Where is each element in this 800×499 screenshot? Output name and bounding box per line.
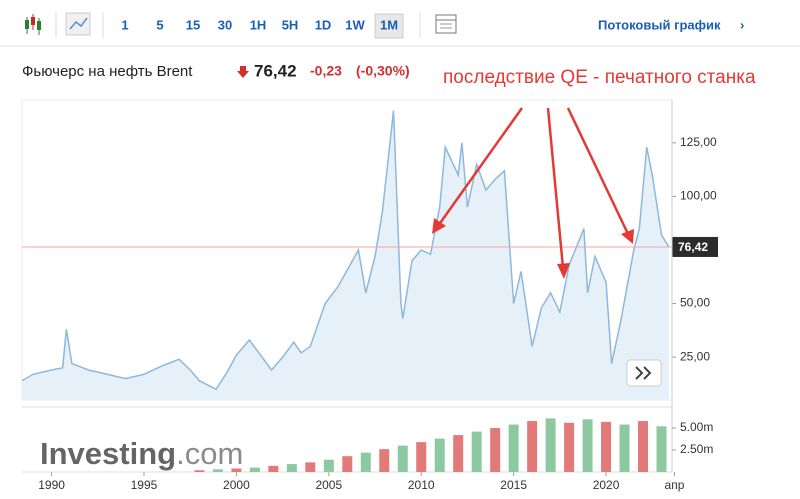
- volume-bar: [416, 442, 427, 472]
- change: -0,23: [310, 63, 342, 79]
- interval-button[interactable]: 1W: [345, 17, 365, 32]
- volume-bar: [194, 470, 205, 472]
- watermark-brand: Investing: [40, 436, 176, 471]
- interval-button[interactable]: 30: [218, 17, 232, 32]
- line-icon[interactable]: [65, 12, 91, 36]
- x-tick-label: 2020: [593, 478, 620, 492]
- volume-bar: [397, 445, 408, 472]
- watermark-domain: .com: [176, 436, 243, 471]
- interval-button[interactable]: 15: [186, 17, 200, 32]
- volume-bar: [286, 464, 297, 472]
- x-tick-label: 1995: [131, 478, 158, 492]
- volume-bar: [323, 459, 334, 472]
- x-tick-label: 2010: [408, 478, 435, 492]
- volume-bar: [231, 468, 242, 472]
- y-tick-label: 125,00: [680, 135, 717, 149]
- volume-bar: [305, 462, 316, 472]
- volume-bar: [601, 421, 612, 472]
- volume-bar: [471, 431, 482, 472]
- x-tick-label: 1990: [38, 478, 65, 492]
- volume-bar: [212, 469, 223, 472]
- volume-bar: [508, 424, 519, 472]
- toolbar: 1 5 15 30 1H 5H 1D 1W 1M Потоковый график ›: [0, 12, 800, 47]
- current-price-label: 76,42: [678, 240, 708, 254]
- volume-bar: [564, 422, 575, 472]
- active-button-bg: [374, 13, 404, 39]
- watermark: Investing.com: [40, 436, 243, 471]
- volume-bar: [360, 452, 371, 472]
- volume-bar: [342, 456, 353, 472]
- y-tick-label: 5.00m: [680, 420, 713, 434]
- interval-button[interactable]: 1: [121, 17, 128, 32]
- interval-button[interactable]: 5: [156, 17, 163, 32]
- x-tick-label: 2005: [315, 478, 342, 492]
- volume-bar: [249, 467, 260, 472]
- stream-link[interactable]: Потоковый график: [598, 17, 721, 32]
- y-tick-label: 100,00: [680, 189, 717, 203]
- candle-icon[interactable]: [25, 14, 41, 35]
- y-tick-label: 50,00: [680, 296, 710, 310]
- interval-button[interactable]: 1H: [250, 17, 267, 32]
- interval-button[interactable]: 1D: [315, 17, 332, 32]
- price: 76,42: [254, 61, 297, 80]
- scroll-button[interactable]: [626, 359, 662, 387]
- interval-button[interactable]: 1M: [380, 17, 398, 32]
- change-pct: (-0,30%): [356, 63, 410, 79]
- volume-bar: [582, 419, 593, 472]
- y-tick-label: 2.50m: [680, 442, 713, 456]
- volume-bar: [656, 426, 667, 472]
- table-icon[interactable]: [435, 14, 457, 34]
- volume-bar: [434, 438, 445, 472]
- x-tick-label: 2000: [223, 478, 250, 492]
- y-tick-label: 25,00: [680, 349, 710, 363]
- header: Фьючерс на нефть Brent 76,42 -0,23 (-0,3…: [22, 61, 410, 80]
- volume-bar: [545, 418, 556, 472]
- annotation-arrows: [432, 107, 634, 279]
- volume-bar: [453, 435, 464, 472]
- volume-bar: [638, 421, 649, 472]
- volume-bar: [619, 424, 630, 472]
- interval-button[interactable]: 5H: [282, 17, 299, 32]
- x-tick-label: апр: [665, 478, 685, 492]
- price-line: [21, 110, 670, 391]
- volume-bar: [490, 428, 501, 472]
- current-price-box: [672, 236, 718, 257]
- down-arrow: [237, 66, 249, 78]
- volume-bar: [379, 449, 390, 472]
- volume-bar: [527, 421, 538, 472]
- volume-bar: [268, 465, 279, 472]
- annotation: последствие QE - печатного станка: [443, 67, 756, 88]
- stream-arrow[interactable]: ›: [740, 17, 744, 32]
- x-tick-label: 2015: [500, 478, 527, 492]
- instrument-name: Фьючерс на нефть Brent: [22, 63, 193, 80]
- price-area: [22, 110, 669, 400]
